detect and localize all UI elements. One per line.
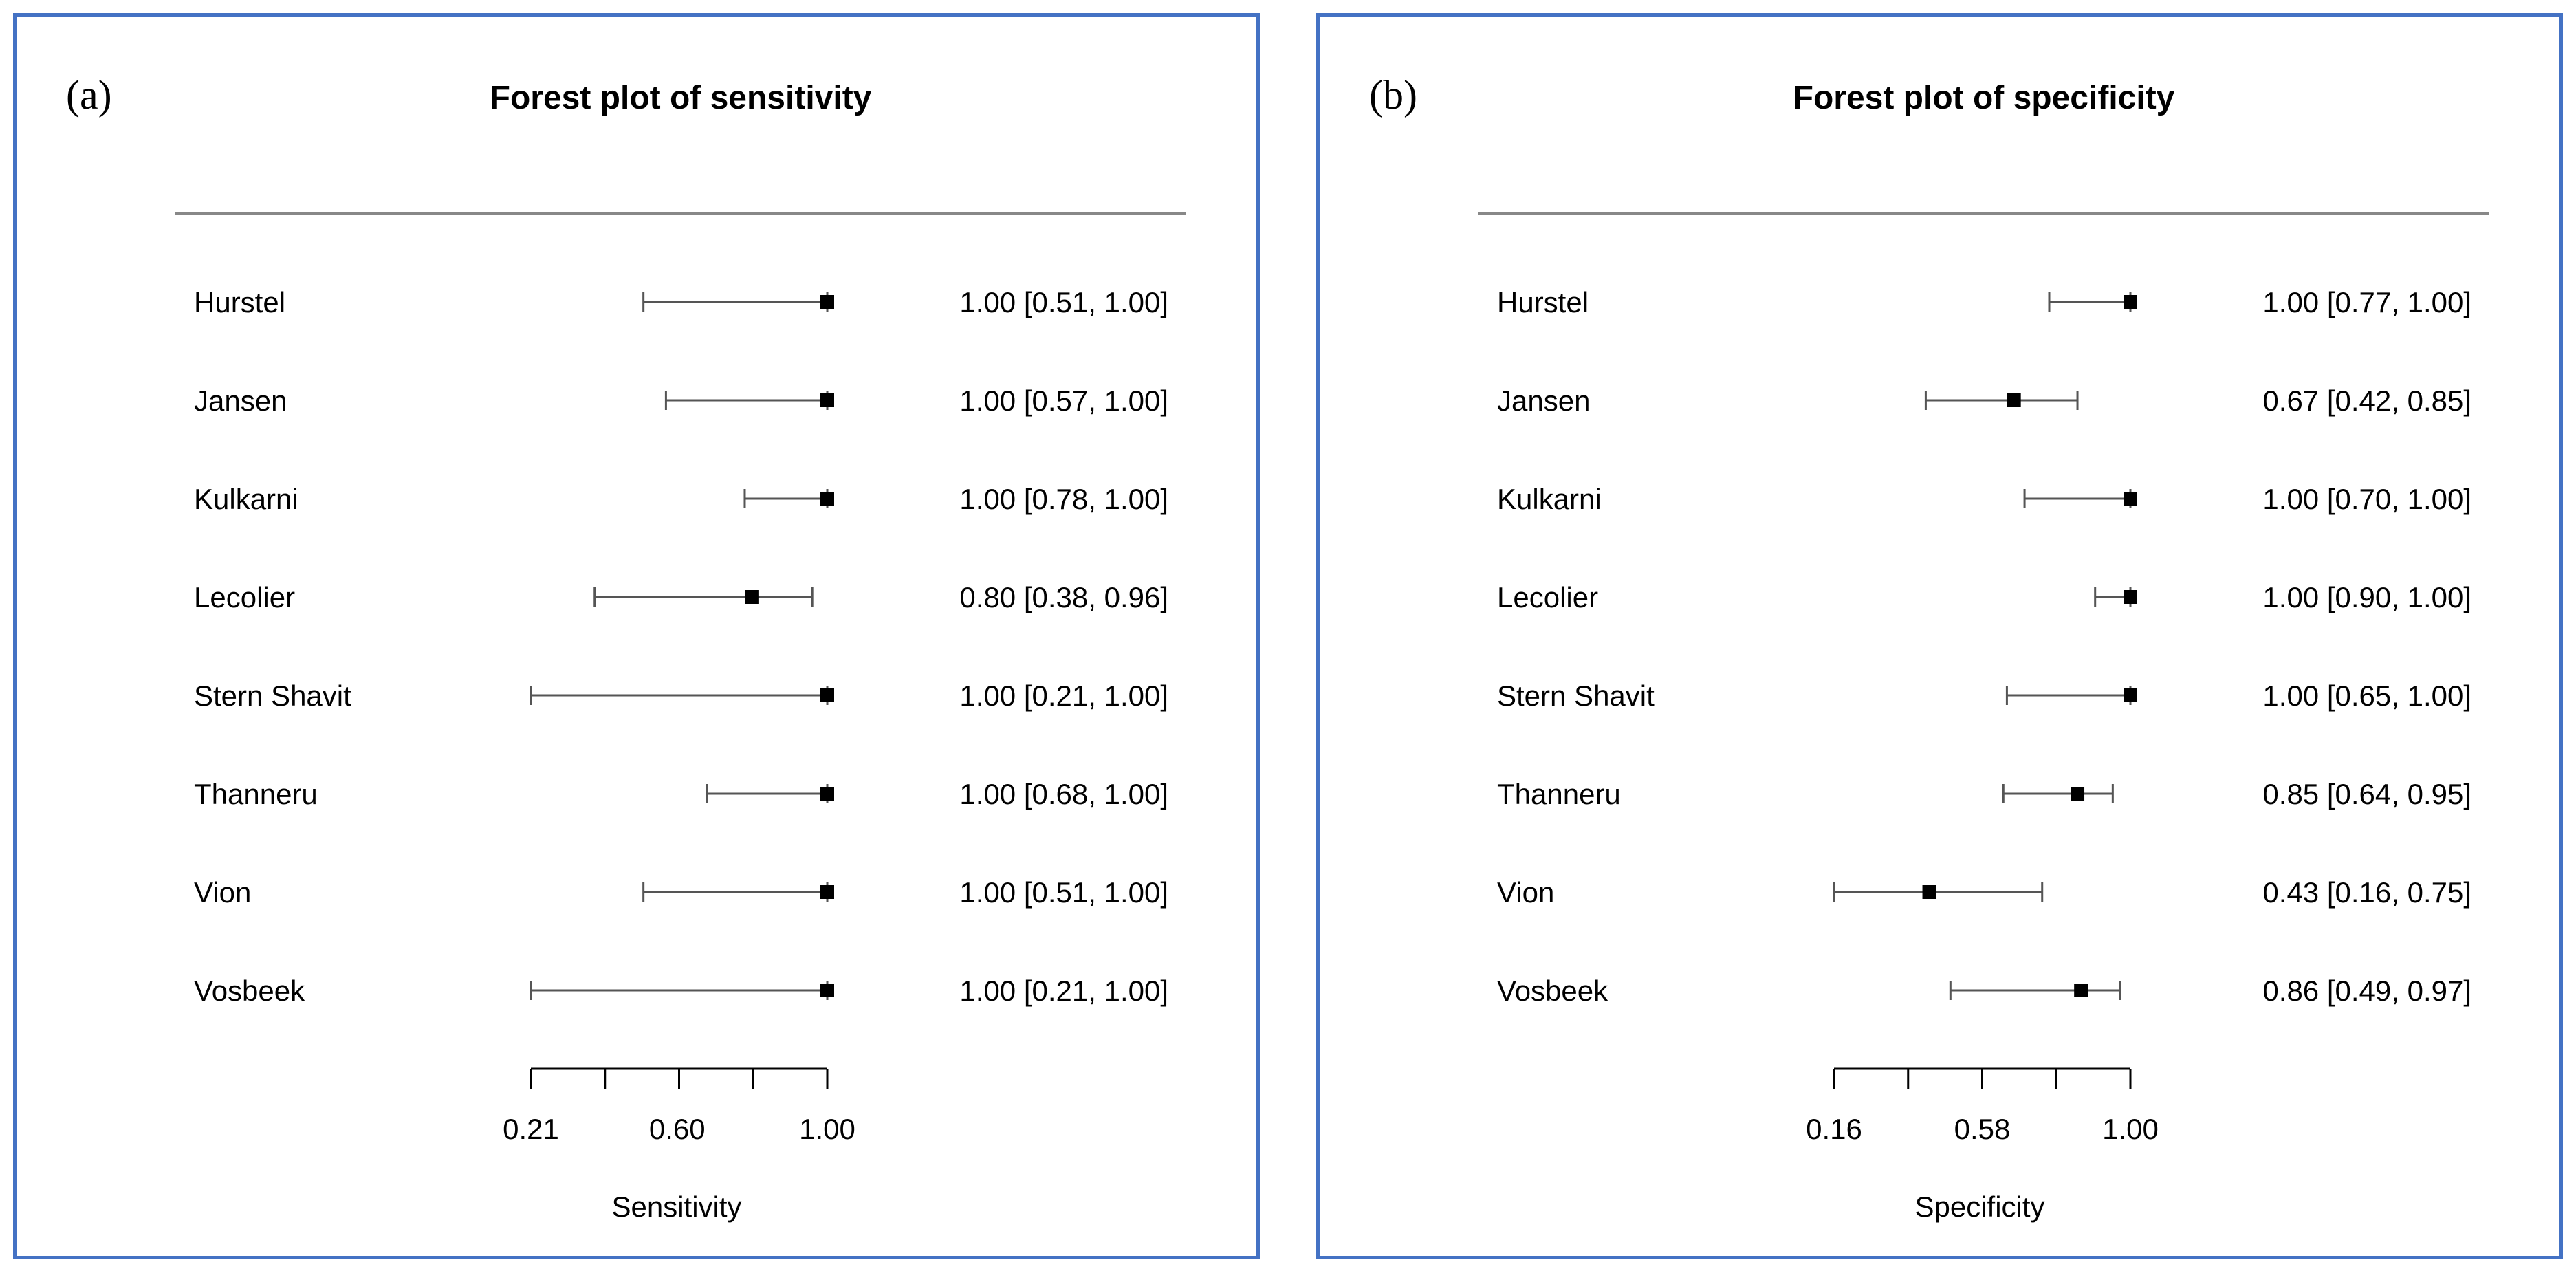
point-estimate-marker [2124, 688, 2137, 702]
x-axis: 0.16 0.58 1.00 [1806, 1067, 2159, 1145]
study-label: Vosbeek [1497, 975, 1608, 1007]
point-estimate-marker [820, 984, 834, 997]
study-row: Lecolier 0.80 [0.38, 0.96] [194, 581, 1168, 613]
study-row: Lecolier 1.00 [0.90, 1.00] [1497, 581, 2471, 613]
ci-value-label: 0.85 [0.64, 0.95] [2262, 778, 2471, 810]
study-label: Vosbeek [194, 975, 305, 1007]
point-estimate-marker [820, 787, 834, 801]
forest-plot-panel-specificity: (b) Forest plot of specificity Hurstel 1.… [1316, 13, 2563, 1259]
study-row: Vion 0.43 [0.16, 0.75] [1497, 876, 2471, 909]
ci-value-label: 1.00 [0.21, 1.00] [959, 975, 1168, 1007]
study-row: Jansen 1.00 [0.57, 1.00] [194, 384, 1168, 417]
study-row: Thanneru 0.85 [0.64, 0.95] [1497, 778, 2471, 810]
study-label: Vion [194, 876, 251, 909]
ci-value-label: 1.00 [0.70, 1.00] [2262, 483, 2471, 515]
forest-plot-panel-sensitivity: (a) Forest plot of sensitivity Hurstel 1.… [13, 13, 1260, 1259]
study-row: Jansen 0.67 [0.42, 0.85] [1497, 384, 2471, 417]
ci-value-label: 0.43 [0.16, 0.75] [2262, 876, 2471, 909]
point-estimate-marker [1922, 885, 1936, 899]
point-estimate-marker [820, 492, 834, 506]
study-label: Stern Shavit [1497, 680, 1655, 712]
chart-specificity: (b) Forest plot of specificity Hurstel 1.… [1369, 72, 2489, 1223]
study-row: Vosbeek 0.86 [0.49, 0.97] [1497, 975, 2471, 1007]
study-row: Hurstel 1.00 [0.51, 1.00] [194, 286, 1168, 318]
point-estimate-marker [2074, 984, 2088, 997]
study-label: Thanneru [194, 778, 318, 810]
study-row: Stern Shavit 1.00 [0.65, 1.00] [1497, 680, 2471, 712]
ci-value-label: 1.00 [0.65, 1.00] [2262, 680, 2471, 712]
study-label: Jansen [194, 384, 287, 417]
x-tick-label: 0.21 [503, 1113, 559, 1145]
study-row: Hurstel 1.00 [0.77, 1.00] [1497, 286, 2471, 318]
ci-value-label: 1.00 [0.78, 1.00] [959, 483, 1168, 515]
x-tick-label: 1.00 [2102, 1113, 2159, 1145]
point-estimate-marker [820, 295, 834, 309]
study-label: Hurstel [194, 286, 285, 318]
ci-value-label: 1.00 [0.51, 1.00] [959, 286, 1168, 318]
study-label: Stern Shavit [194, 680, 351, 712]
study-label: Thanneru [1497, 778, 1621, 810]
ci-value-label: 0.80 [0.38, 0.96] [959, 581, 1168, 613]
point-estimate-marker [745, 590, 759, 604]
panel-label: (a) [66, 72, 112, 118]
ci-value-label: 1.00 [0.57, 1.00] [959, 384, 1168, 417]
study-rows: Hurstel 1.00 [0.51, 1.00] Jansen 1.00 [0.57… [194, 286, 1168, 1007]
study-label: Lecolier [1497, 581, 1598, 613]
ci-value-label: 1.00 [0.90, 1.00] [2262, 581, 2471, 613]
study-row: Stern Shavit 1.00 [0.21, 1.00] [194, 680, 1168, 712]
panel-label: (b) [1369, 72, 1417, 118]
point-estimate-marker [2007, 393, 2021, 407]
study-label: Kulkarni [1497, 483, 1602, 515]
point-estimate-marker [820, 688, 834, 702]
study-label: Lecolier [194, 581, 295, 613]
study-row: Kulkarni 1.00 [0.78, 1.00] [194, 483, 1168, 515]
ci-value-label: 1.00 [0.21, 1.00] [959, 680, 1168, 712]
ci-value-label: 1.00 [0.77, 1.00] [2262, 286, 2471, 318]
point-estimate-marker [820, 393, 834, 407]
study-rows: Hurstel 1.00 [0.77, 1.00] Jansen 0.67 [0.42… [1497, 286, 2471, 1007]
study-row: Vosbeek 1.00 [0.21, 1.00] [194, 975, 1168, 1007]
point-estimate-marker [2124, 590, 2137, 604]
point-estimate-marker [2071, 787, 2085, 801]
ci-value-label: 0.67 [0.42, 0.85] [2262, 384, 2471, 417]
x-axis-label: Sensitivity [611, 1191, 741, 1223]
ci-value-label: 0.86 [0.49, 0.97] [2262, 975, 2471, 1007]
ci-value-label: 1.00 [0.68, 1.00] [959, 778, 1168, 810]
point-estimate-marker [2124, 295, 2137, 309]
x-axis: 0.21 0.60 1.00 [503, 1067, 855, 1145]
study-row: Thanneru 1.00 [0.68, 1.00] [194, 778, 1168, 810]
study-label: Kulkarni [194, 483, 298, 515]
chart-title: Forest plot of sensitivity [490, 80, 872, 116]
x-tick-label: 0.60 [649, 1113, 706, 1145]
ci-value-label: 1.00 [0.51, 1.00] [959, 876, 1168, 909]
study-label: Vion [1497, 876, 1554, 909]
chart-sensitivity: (a) Forest plot of sensitivity Hurstel 1.… [66, 72, 1186, 1223]
point-estimate-marker [2124, 492, 2137, 506]
chart-title: Forest plot of specificity [1793, 80, 2175, 116]
x-tick-label: 1.00 [799, 1113, 855, 1145]
study-row: Kulkarni 1.00 [0.70, 1.00] [1497, 483, 2471, 515]
x-tick-label: 0.16 [1806, 1113, 1862, 1145]
study-row: Vion 1.00 [0.51, 1.00] [194, 876, 1168, 909]
x-tick-label: 0.58 [1954, 1113, 2011, 1145]
study-label: Hurstel [1497, 286, 1589, 318]
x-axis-label: Specificity [1914, 1191, 2044, 1223]
study-label: Jansen [1497, 384, 1590, 417]
point-estimate-marker [820, 885, 834, 899]
